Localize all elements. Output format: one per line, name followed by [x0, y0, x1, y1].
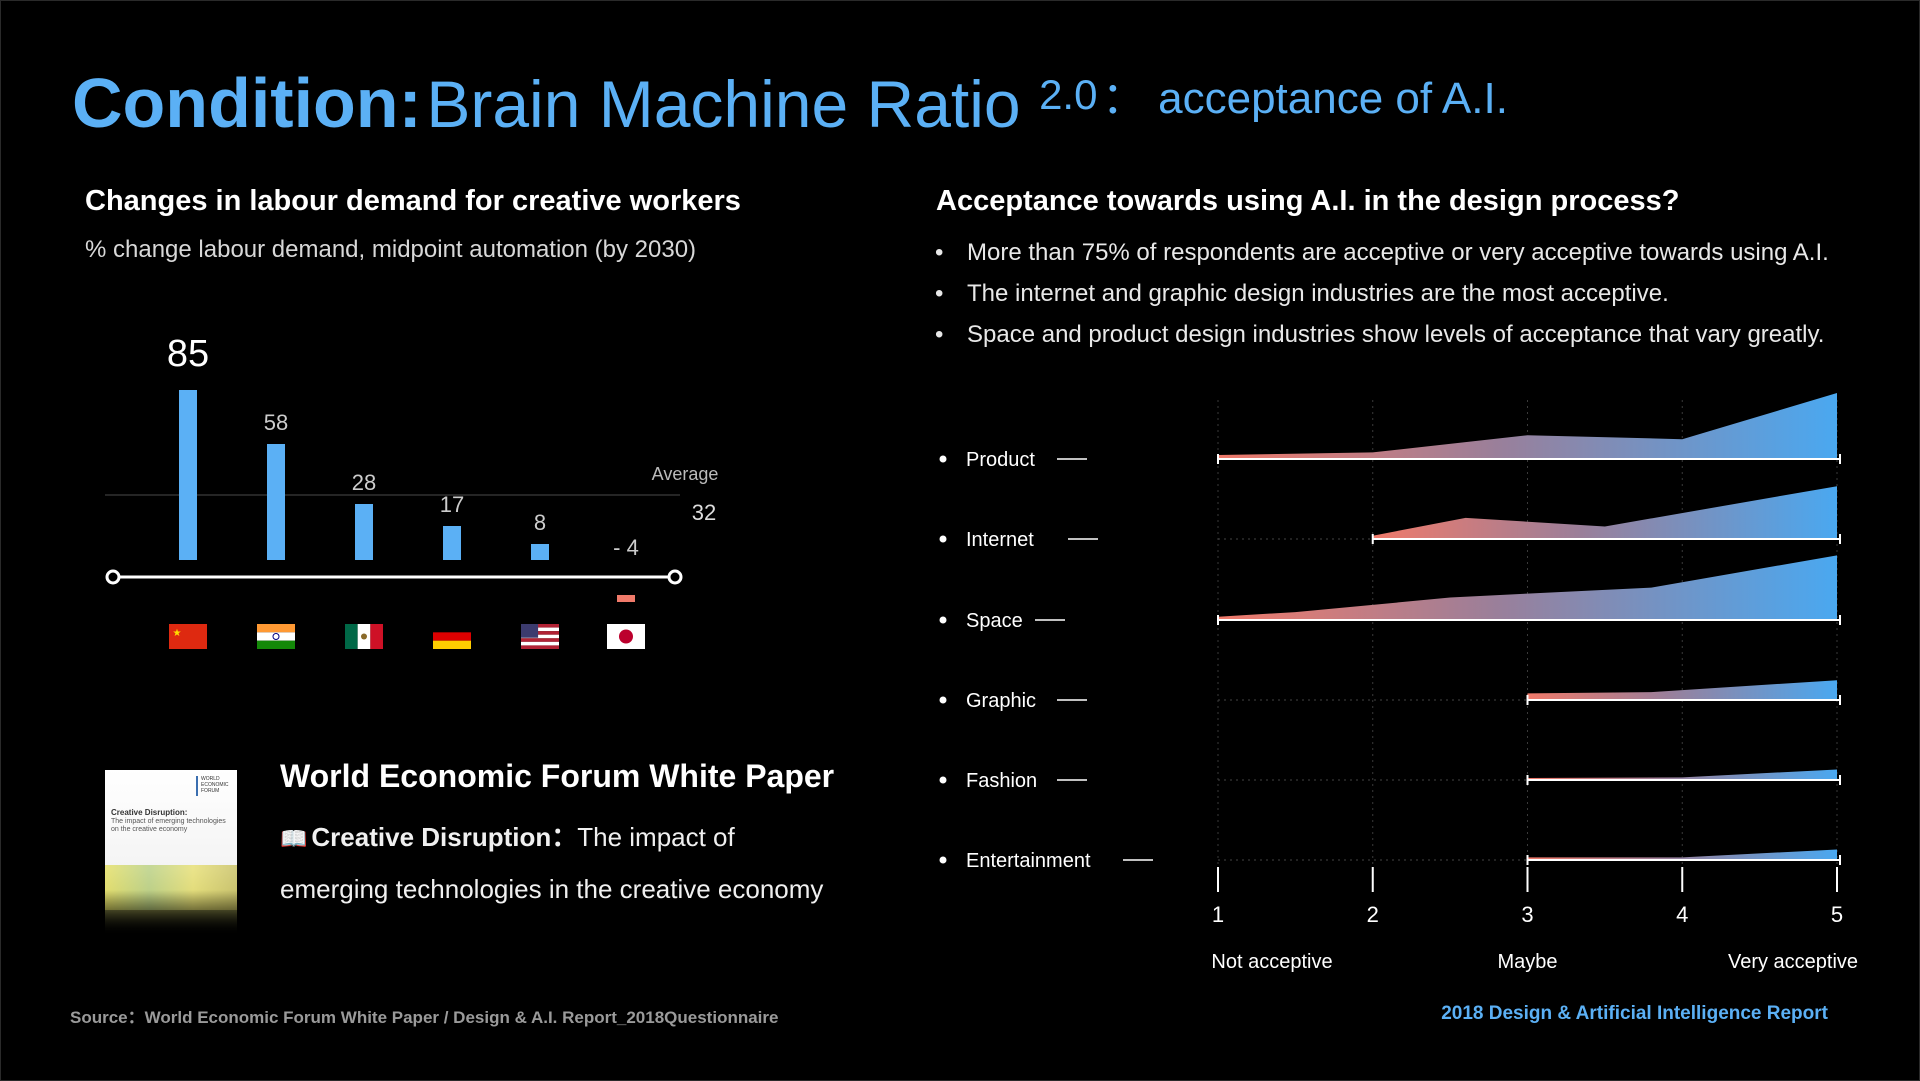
x-axis-label: Not acceptive: [1211, 951, 1332, 973]
x-axis-label: Very acceptive: [1728, 951, 1858, 973]
x-tick-label: 4: [1676, 902, 1688, 927]
findings-list: More than 75% of respondents are accepti…: [935, 232, 1829, 355]
bar: [355, 504, 373, 560]
bar-group-china: 85: [167, 333, 209, 560]
right-heading: Acceptance towards using A.I. in the des…: [936, 185, 1680, 217]
finding-item: Space and product design industries show…: [935, 314, 1829, 355]
ridge-area: [1372, 486, 1837, 539]
acceptance-ridge-chart: Product Internet Space Graphic Fashion Entert…: [939, 393, 1858, 973]
row-bullet: [939, 856, 947, 864]
bar-group-germany: 17: [440, 492, 464, 560]
finding-item: More than 75% of respondents are accepti…: [935, 232, 1829, 273]
ridge-row-fashion: Fashion: [939, 769, 1841, 792]
x-tick-label: 1: [1212, 902, 1224, 927]
ridge-row-graphic: Graphic: [939, 680, 1841, 712]
row-bullet: [939, 696, 947, 704]
ridge-row-space: Space: [939, 555, 1841, 632]
row-label: Product: [966, 449, 1035, 471]
white-paper-thumbnail: WORLD ECONOMIC FORUM Creative Disruption…: [105, 770, 237, 935]
bar-group-japan: - 4: [613, 535, 639, 602]
x-tick-label: 5: [1831, 902, 1843, 927]
bar-group-mexico: 28: [352, 470, 376, 560]
thumbnail-fade: [105, 890, 237, 935]
ridge-area: [1218, 555, 1837, 620]
x-tick-label: 3: [1521, 902, 1533, 927]
bar: [179, 390, 197, 560]
baseline-start-dot: [105, 569, 121, 585]
bar-negative: [617, 595, 635, 602]
bar-value-label: 85: [167, 333, 209, 375]
white-paper-title: World Economic Forum White Paper: [280, 758, 835, 794]
bar: [443, 526, 461, 560]
bar-group-united-states: 8: [531, 510, 549, 560]
bar-value-label: 58: [264, 410, 288, 435]
ridge-area: [1527, 769, 1837, 780]
bar: [267, 444, 285, 560]
report-name: 2018 Design & Artificial Intelligence Re…: [1441, 1003, 1828, 1024]
bar-value-label: 17: [440, 492, 464, 517]
bar-value-label: 8: [534, 510, 546, 535]
ridge-row-internet: Internet: [939, 486, 1841, 551]
row-bullet: [939, 535, 947, 543]
x-tick-label: 2: [1367, 902, 1379, 927]
japan-flag-icon: [607, 624, 645, 649]
row-label: Internet: [966, 529, 1034, 551]
average-value-label: 32: [692, 500, 716, 525]
white-paper-subtitle: The impact of emerging technologies in t…: [280, 822, 824, 904]
white-paper-subtitle-bold: Creative Disruption：: [311, 822, 578, 852]
thumbnail-subtitle: The impact of emerging technologies on t…: [111, 818, 226, 833]
left-heading: Changes in labour demand for creative wo…: [85, 185, 741, 217]
china-flag-icon: ★: [169, 624, 207, 649]
left-subheading: % change labour demand, midpoint automat…: [85, 236, 697, 263]
row-label: Graphic: [966, 690, 1036, 712]
finding-item: The internet and graphic design industri…: [935, 273, 1829, 314]
ridge-row-entertainment: Entertainment: [939, 849, 1841, 872]
svg-text:★: ★: [173, 628, 182, 639]
title-condition: Condition:: [72, 64, 422, 142]
row-label: Space: [966, 610, 1023, 632]
germany-flag-icon: [433, 624, 471, 649]
row-label: Fashion: [966, 770, 1037, 792]
x-axis-label: Maybe: [1497, 951, 1557, 973]
row-bullet: [939, 616, 947, 624]
bar-value-label: 28: [352, 470, 376, 495]
india-flag-icon: [257, 624, 295, 649]
average-label: Average: [652, 464, 719, 484]
ridge-area: [1527, 849, 1837, 860]
labour-demand-bar-chart: Average 32 85 58 28 17 8 - 4 ★: [105, 333, 719, 649]
row-bullet: [939, 455, 947, 463]
title-version: 2.0: [1039, 71, 1098, 118]
bar-group-india: 58: [264, 410, 288, 560]
ridge-row-product: Product: [939, 393, 1841, 471]
thumbnail-title: Creative Disruption:: [111, 808, 188, 817]
page-title: Condition: Brain Machine Ratio 2.0 ： acc…: [72, 62, 1508, 143]
row-bullet: [939, 776, 947, 784]
white-paper-description: 📖 Creative Disruption：The impact of emerg…: [280, 812, 850, 915]
source-note: Source：World Economic Forum White Paper …: [70, 1008, 779, 1027]
mexico-flag-icon: [345, 624, 383, 649]
bar-value-label: - 4: [613, 535, 639, 560]
book-icon: 📖: [280, 826, 308, 851]
row-label: Entertainment: [966, 850, 1091, 872]
wef-logo: WORLD ECONOMIC FORUM: [196, 776, 229, 796]
ridge-area: [1218, 393, 1837, 459]
title-main: Brain Machine Ratio: [426, 67, 1021, 141]
title-subtitle: ： acceptance of A.I.: [1101, 74, 1508, 123]
bar: [531, 544, 549, 560]
usa-flag-icon: [521, 624, 559, 649]
baseline-end-dot: [667, 569, 683, 585]
